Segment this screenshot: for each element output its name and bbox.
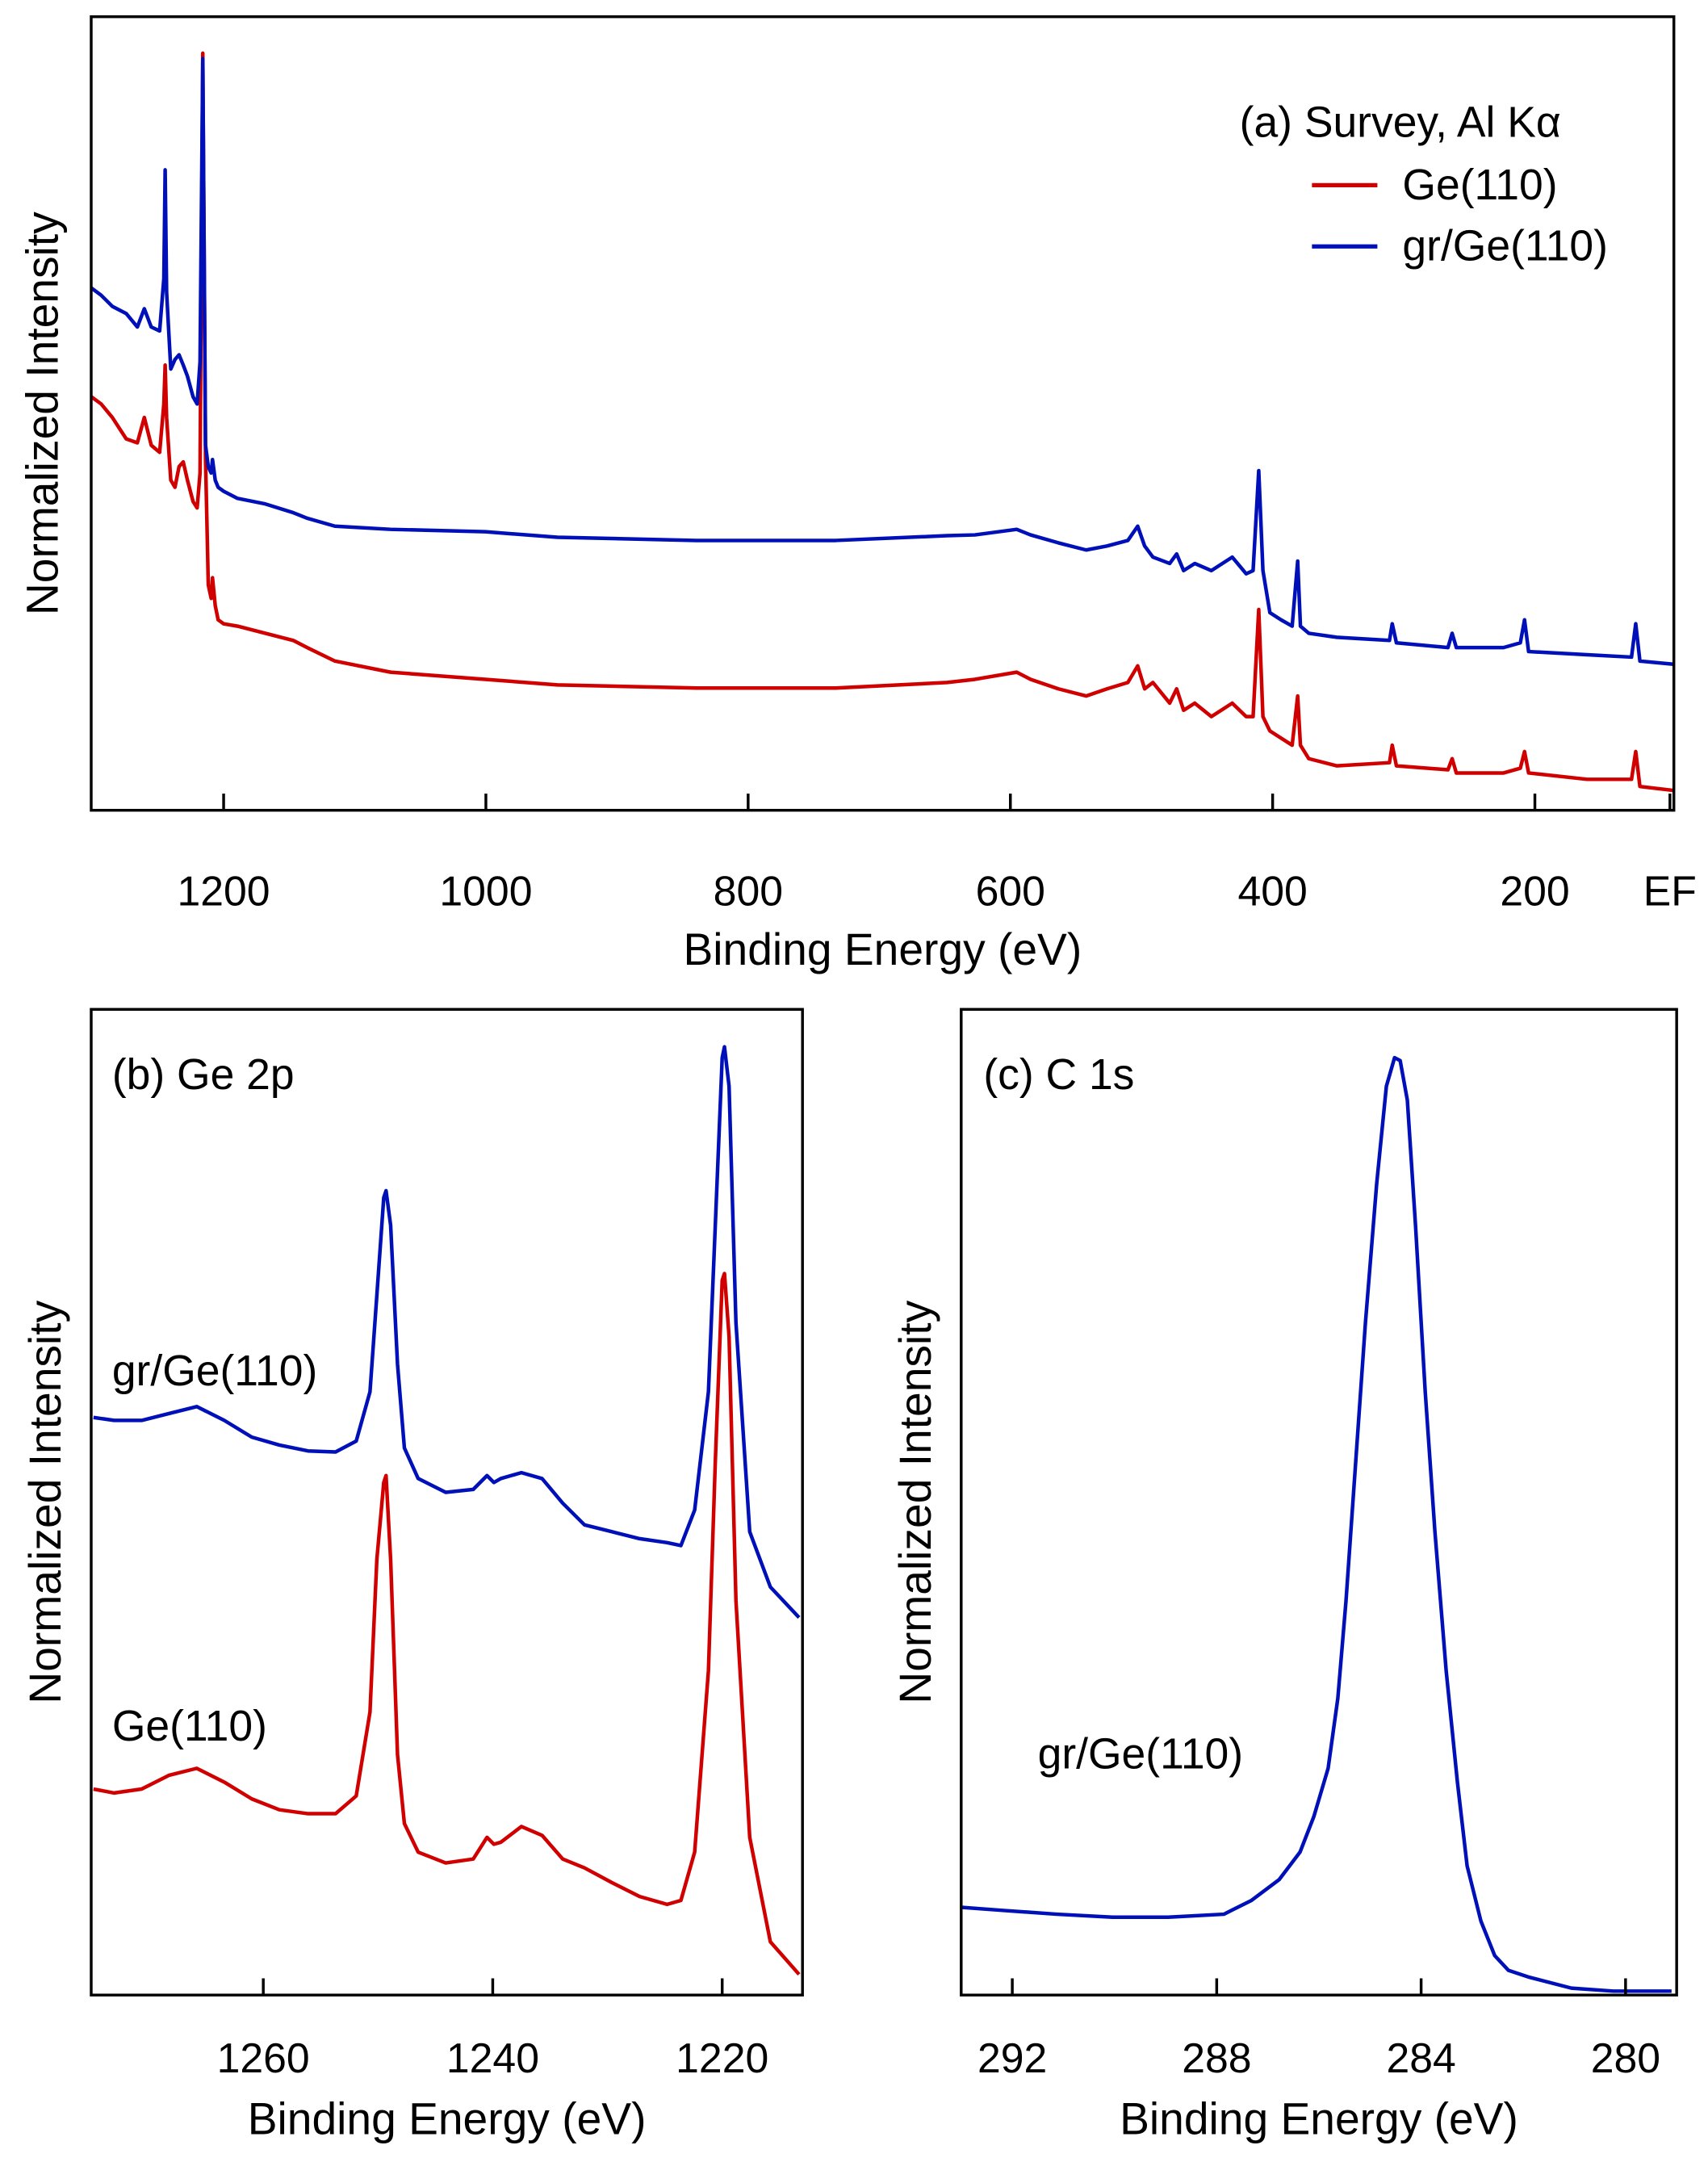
series-line (93, 1045, 801, 1619)
x-tick-label: 1260 (217, 2034, 310, 2081)
legend-text: Ge(110) (1402, 161, 1557, 209)
x-tick-label: 1200 (178, 868, 270, 915)
legend-text: gr/Ge(110) (1402, 223, 1607, 270)
x-tick-label: 1220 (676, 2034, 768, 2081)
x-axis-label: Binding Energy (eV) (248, 2094, 647, 2144)
series-line (93, 1272, 801, 1976)
x-tick-label: 400 (1237, 868, 1307, 915)
plot-frame (90, 15, 1676, 812)
x-tick-label: 288 (1182, 2034, 1251, 2081)
y-axis-label: Normalized Intensity (18, 212, 68, 615)
series-annotation: gr/Ge(110) (1038, 1730, 1243, 1778)
x-tick-label: 800 (714, 868, 783, 915)
x-tick-label: 284 (1386, 2034, 1455, 2081)
x-axis-label: Binding Energy (eV) (1120, 2094, 1518, 2144)
series-annotation: Ge(110) (112, 1703, 267, 1750)
panel-title: (b) Ge 2p (112, 1051, 295, 1099)
panel-title: (c) C 1s (983, 1051, 1134, 1099)
x-tick-label: 600 (976, 868, 1045, 915)
x-tick-label: 1000 (439, 868, 532, 915)
y-axis-label: Normalized Intensity (20, 1300, 70, 1703)
x-tick-label: 200 (1500, 868, 1569, 915)
series-line (961, 1055, 1672, 1993)
plot-frame (960, 1008, 1678, 1997)
x-tick-label: 292 (977, 2034, 1047, 2081)
x-tick-label: EF (1643, 868, 1697, 915)
series-line (90, 51, 1674, 793)
series-line (90, 57, 1674, 667)
x-axis-label: Binding Energy (eV) (683, 924, 1082, 974)
plot-frame (90, 1008, 804, 1997)
x-tick-label: 280 (1591, 2034, 1660, 2081)
panel-title: (a) Survey, Al Kα (1240, 98, 1561, 146)
series-annotation: gr/Ge(110) (112, 1347, 317, 1395)
x-tick-label: 1240 (446, 2034, 539, 2081)
y-axis-label: Normalized Intensity (890, 1300, 940, 1703)
